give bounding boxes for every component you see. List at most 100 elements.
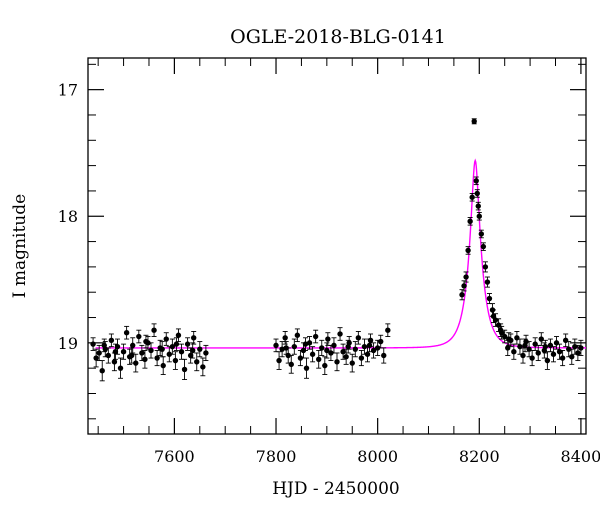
data-point bbox=[136, 333, 142, 340]
data-point bbox=[322, 362, 328, 369]
data-point bbox=[331, 342, 337, 349]
data-point bbox=[200, 364, 206, 370]
data-point bbox=[334, 359, 340, 365]
data-point bbox=[511, 349, 517, 355]
data-point bbox=[385, 327, 391, 333]
x-tick-label: 8200 bbox=[459, 447, 500, 466]
data-point bbox=[538, 336, 544, 342]
data-point bbox=[374, 345, 381, 351]
plot-frame bbox=[87, 57, 587, 435]
data-point bbox=[197, 346, 203, 352]
data-point bbox=[476, 213, 482, 219]
data-point bbox=[172, 357, 179, 364]
data-point bbox=[316, 356, 322, 363]
x-minor-ticks bbox=[97, 58, 557, 434]
y-major-ticks bbox=[88, 89, 586, 344]
data-point bbox=[148, 347, 154, 354]
data-point bbox=[367, 337, 374, 344]
data-point bbox=[378, 338, 384, 345]
data-point bbox=[559, 355, 566, 361]
data-point bbox=[190, 335, 197, 341]
data-point bbox=[544, 357, 551, 364]
data-point bbox=[99, 368, 105, 374]
data-point bbox=[294, 332, 301, 338]
data-point bbox=[553, 340, 560, 346]
data-point bbox=[490, 313, 497, 319]
data-point bbox=[569, 354, 575, 360]
data-point bbox=[501, 333, 508, 340]
data-point bbox=[279, 346, 285, 352]
data-point bbox=[283, 345, 289, 351]
data-point bbox=[352, 346, 358, 352]
data-point bbox=[484, 279, 491, 285]
data-point bbox=[101, 342, 107, 349]
data-point bbox=[181, 366, 188, 373]
data-point bbox=[340, 349, 346, 355]
data-point bbox=[108, 337, 115, 344]
y-tick-label: 18 bbox=[58, 207, 78, 226]
data-point bbox=[473, 178, 479, 184]
data-point bbox=[461, 283, 467, 289]
data-point bbox=[288, 361, 294, 368]
data-point bbox=[328, 350, 334, 356]
data-point bbox=[291, 343, 298, 350]
data-point bbox=[526, 346, 532, 352]
data-point bbox=[486, 295, 493, 302]
data-point bbox=[478, 231, 485, 237]
data-point bbox=[361, 343, 368, 350]
x-tick-label: 8400 bbox=[561, 447, 600, 466]
data-point bbox=[532, 341, 538, 347]
data-point bbox=[364, 351, 371, 357]
x-tick-label: 7600 bbox=[154, 447, 195, 466]
data-point bbox=[139, 350, 145, 356]
data-point bbox=[151, 327, 157, 333]
data-point bbox=[319, 345, 325, 351]
data-point bbox=[324, 347, 330, 354]
data-point bbox=[474, 190, 480, 197]
data-point bbox=[309, 351, 316, 357]
y-tick-label: 19 bbox=[58, 334, 78, 353]
data-point bbox=[143, 338, 149, 345]
data-point bbox=[578, 345, 584, 351]
data-point bbox=[120, 349, 127, 355]
data-point bbox=[173, 341, 180, 347]
data-point bbox=[194, 359, 200, 365]
y-axis-label: I magnitude bbox=[10, 194, 30, 298]
data-point bbox=[178, 349, 185, 355]
x-major-ticks bbox=[173, 58, 582, 434]
data-point bbox=[467, 218, 473, 225]
data-point bbox=[160, 362, 166, 369]
data-point bbox=[550, 351, 557, 357]
data-point bbox=[349, 360, 355, 366]
x-tick-label: 7800 bbox=[256, 447, 297, 466]
model-curve bbox=[95, 158, 586, 349]
x-tick-label: 8000 bbox=[357, 447, 398, 466]
data-point bbox=[282, 335, 288, 341]
data-points-layer bbox=[90, 118, 584, 382]
data-point bbox=[325, 336, 331, 342]
data-point bbox=[312, 333, 319, 340]
data-point bbox=[514, 335, 520, 341]
data-point bbox=[535, 350, 541, 356]
data-point bbox=[522, 342, 528, 349]
data-point bbox=[566, 346, 572, 352]
data-point bbox=[355, 335, 362, 341]
data-point bbox=[112, 349, 119, 355]
data-point bbox=[276, 357, 282, 364]
data-point bbox=[187, 352, 194, 359]
model-curve-layer bbox=[95, 158, 586, 349]
data-point bbox=[273, 342, 279, 349]
data-point bbox=[303, 365, 310, 371]
data-point bbox=[459, 292, 465, 298]
data-point bbox=[370, 347, 377, 354]
data-point bbox=[175, 332, 182, 338]
data-point bbox=[163, 336, 169, 342]
data-point bbox=[184, 341, 191, 347]
data-point bbox=[142, 356, 148, 363]
data-point bbox=[159, 346, 165, 352]
y-tick-label: 17 bbox=[58, 81, 78, 100]
data-point bbox=[562, 337, 569, 344]
data-point bbox=[475, 203, 481, 209]
data-point bbox=[572, 343, 578, 350]
data-point bbox=[497, 327, 504, 333]
